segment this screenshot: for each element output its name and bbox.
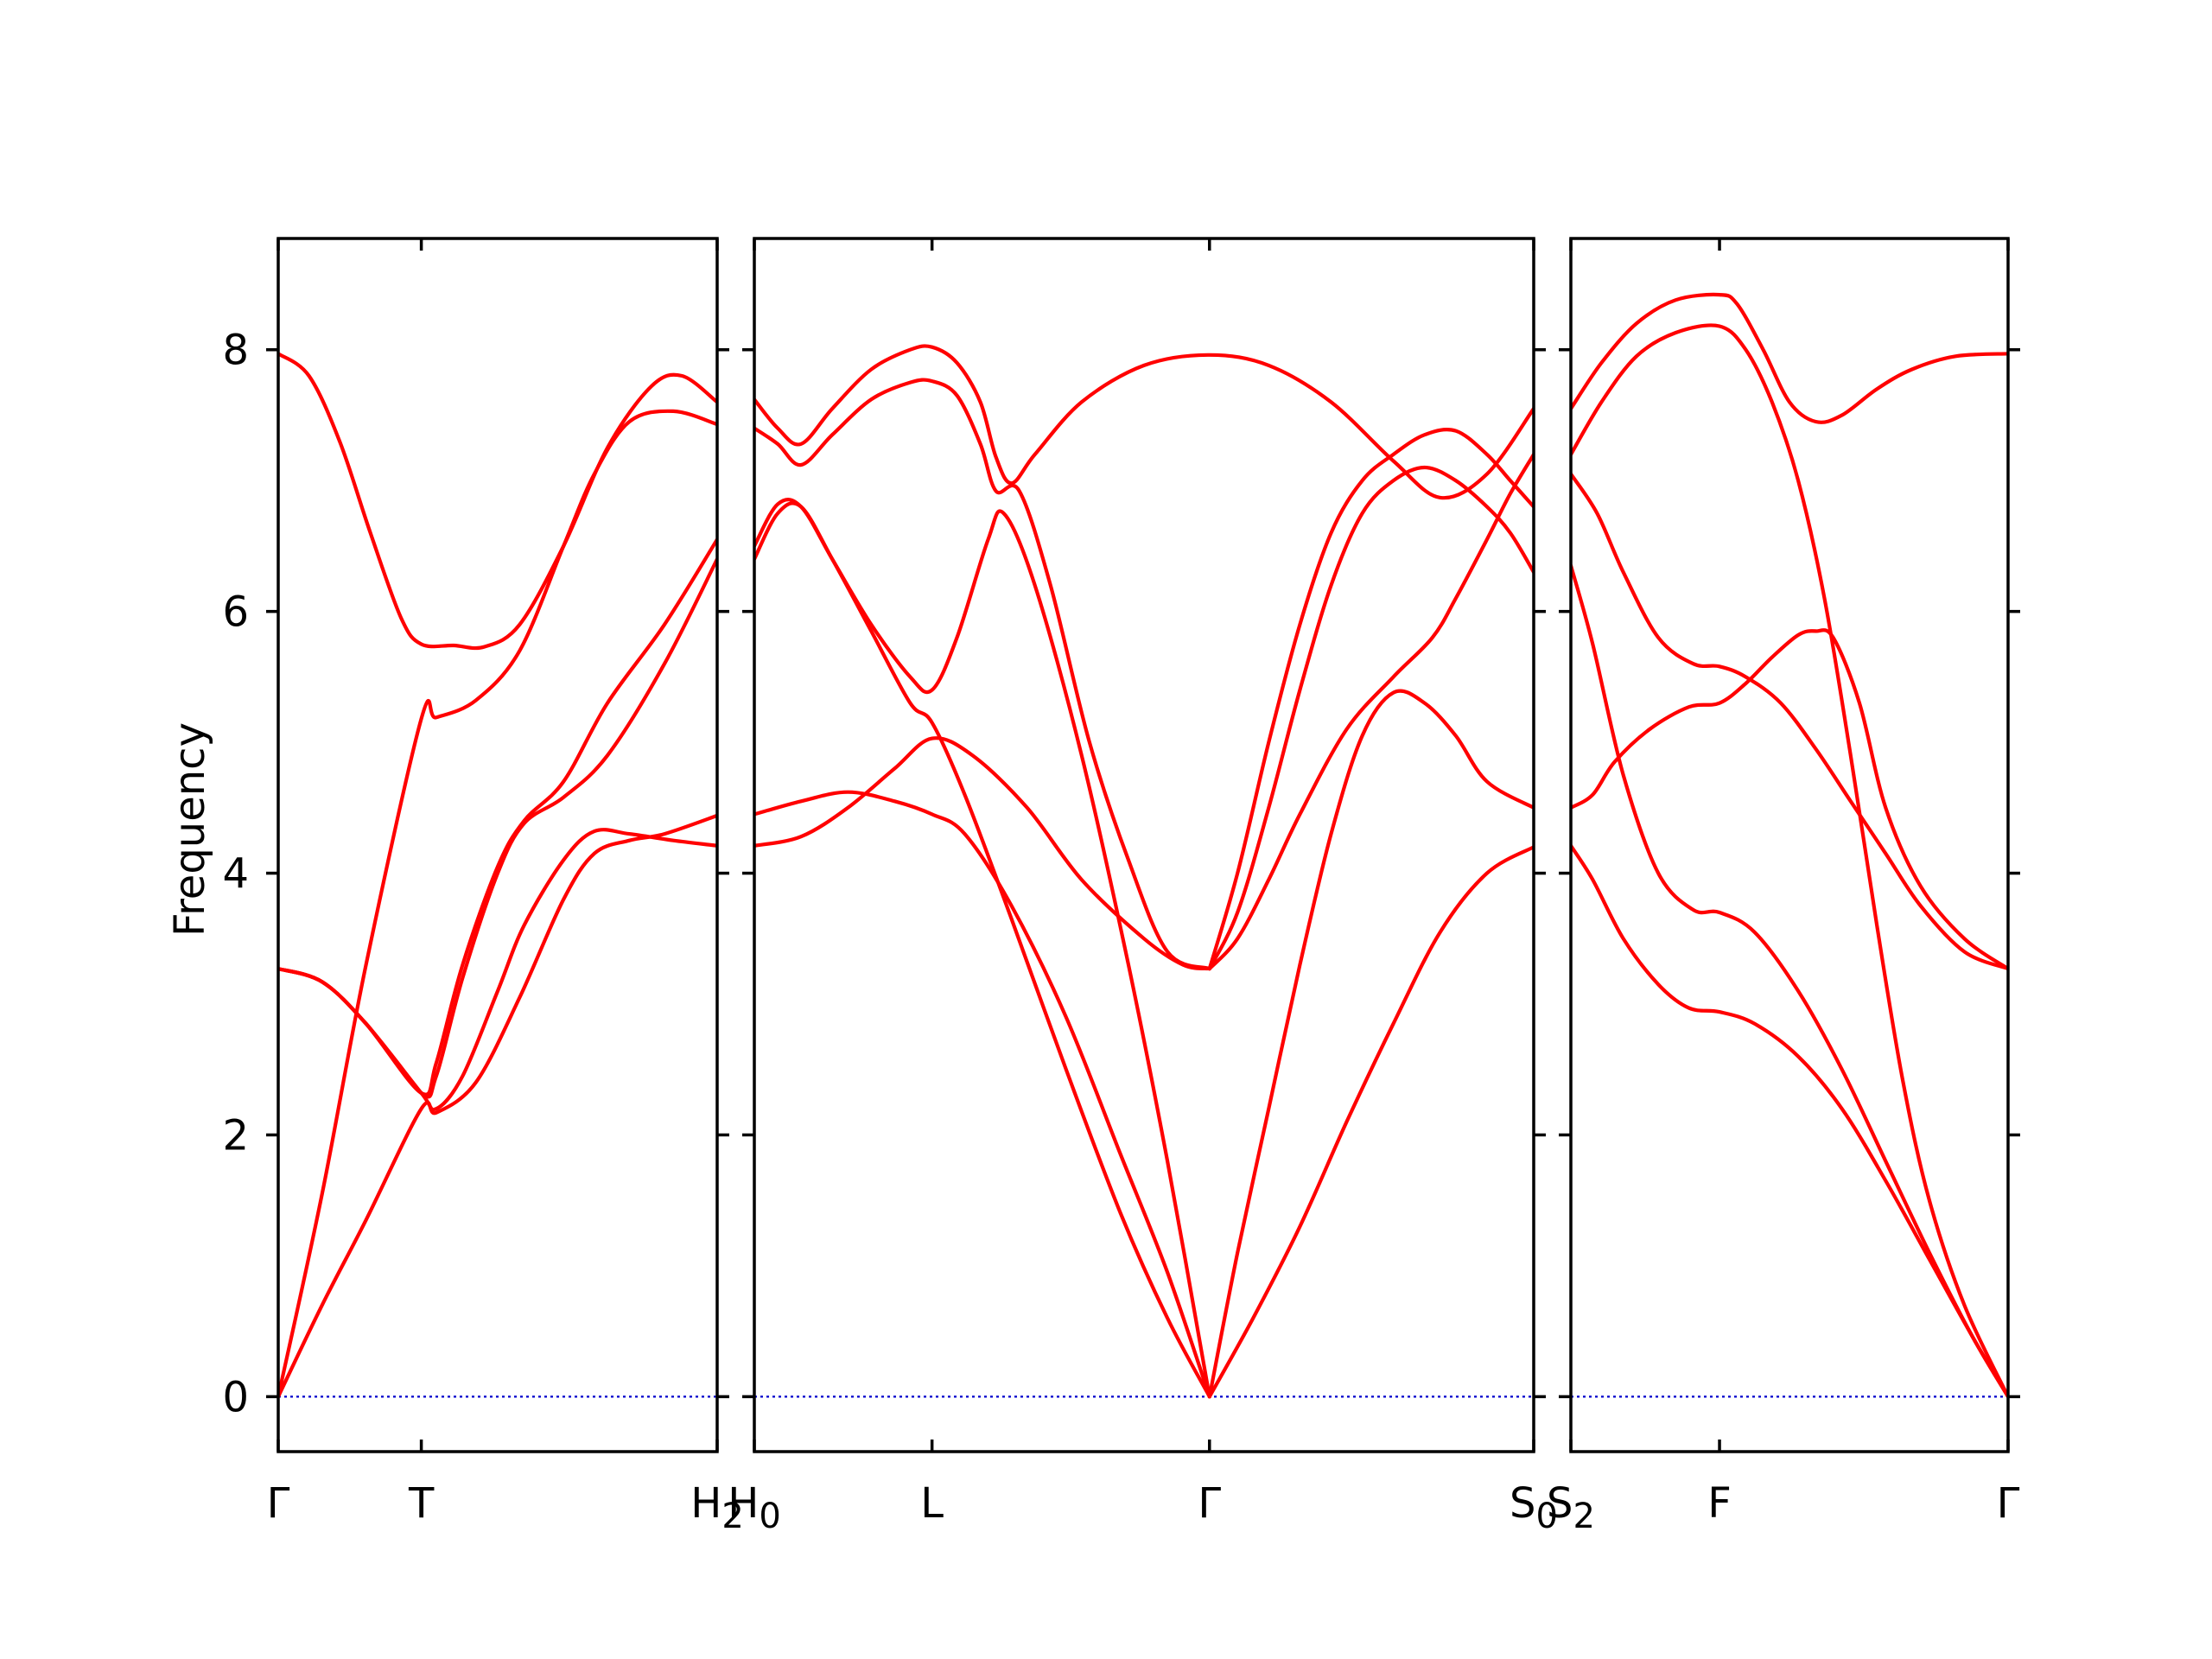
ytick-label-2: 2	[222, 1111, 249, 1160]
panel-2-band-4	[754, 498, 1211, 1399]
panel-2-xtick-label-1: H0	[728, 1479, 781, 1536]
panel-1-xtick-label-3: H2	[690, 1479, 744, 1536]
panel-3-band-2	[1571, 563, 2008, 1399]
panel-1-band-5	[278, 557, 717, 1099]
panel-3-band-3	[1571, 323, 2008, 1399]
panel-2-xtick-label-1-sub: 0	[759, 1497, 780, 1536]
panel-3-xtick-label-3: Γ	[1997, 1479, 2020, 1528]
panel-2-band-9	[1207, 452, 1534, 971]
panel-3-xtick-label-1-sub: 2	[1573, 1497, 1595, 1536]
panel-3-band-6	[1571, 292, 2008, 424]
ytick-label-0: 0	[222, 1373, 249, 1421]
panel-1-band-1	[278, 813, 717, 1399]
panel-3-band-5	[1571, 472, 2008, 971]
panel-3-frame	[1569, 237, 2010, 1453]
panel-3-xtick-label-1: S2	[1547, 1479, 1595, 1536]
panel-2-band-3	[754, 501, 1211, 1399]
panel-2-xtick-label-4: S0	[1510, 1479, 1558, 1536]
panel-2-band-1	[754, 790, 1211, 1399]
panel-1-xtick-label-2-text: T	[408, 1479, 435, 1528]
panel-1-xtick-label-1: Γ	[267, 1479, 290, 1528]
panel-3-xtick-label-2-text: F	[1707, 1479, 1732, 1528]
panel-2-band-7	[1207, 845, 1534, 1399]
panel-2-band-11	[1207, 428, 1534, 971]
panel-3-xtick-label-3-text: Γ	[1997, 1479, 2020, 1528]
panel-1-xtick-label-3-sub: 2	[721, 1497, 743, 1536]
ytick-label-6: 6	[222, 588, 249, 637]
panel-2-xtick-label-4-text: S	[1510, 1479, 1535, 1528]
panel-2: H0 L Γ S0	[728, 237, 1558, 1536]
ytick-label-8: 8	[222, 327, 249, 375]
ytick-label-4: 4	[222, 850, 249, 899]
panel-1-band-2	[278, 409, 717, 1399]
panel-2-xtick-label-1-text: H	[728, 1479, 759, 1528]
panel-1-frame	[276, 237, 719, 1453]
panel-2-xtick-label-3: Γ	[1198, 1479, 1221, 1528]
panel-1-band-3	[278, 537, 717, 1096]
panel-3: S2 F Γ	[1547, 237, 2020, 1536]
panel-1-xtick-label-1-text: Γ	[267, 1479, 290, 1528]
panel-2-band-5	[754, 378, 1211, 971]
y-axis-title: Frequency	[166, 722, 214, 937]
panel-3-band-4	[1571, 628, 2008, 971]
panel-1-xtick-label-2: T	[408, 1479, 435, 1528]
panel-1-band-6	[278, 352, 717, 651]
panel-2-xtick-label-3-text: Γ	[1198, 1479, 1221, 1528]
panel-2-xtick-label-2: L	[920, 1479, 944, 1528]
panel-2-xtick-label-4-sub: 0	[1536, 1497, 1558, 1536]
panel-2-band-2	[754, 736, 1211, 971]
panel-1-bands	[278, 352, 717, 1399]
panel-2-bands	[754, 344, 1534, 1399]
panel-3-xtick-label-1-text: S	[1547, 1479, 1573, 1528]
panel-2-frame	[753, 237, 1535, 1453]
panel-3-bands	[1571, 292, 2008, 1399]
panel-2-band-8	[1207, 689, 1534, 1399]
panel-2-xtick-label-2-text: L	[920, 1479, 944, 1528]
panel-2-band-6	[754, 344, 1534, 500]
panel-1-xtick-label-3-text: H	[690, 1479, 721, 1528]
panel-2-band-10	[1207, 465, 1534, 971]
panel-3-band-1	[1571, 843, 2008, 1399]
panel-3-xtick-label-2: F	[1707, 1479, 1732, 1528]
